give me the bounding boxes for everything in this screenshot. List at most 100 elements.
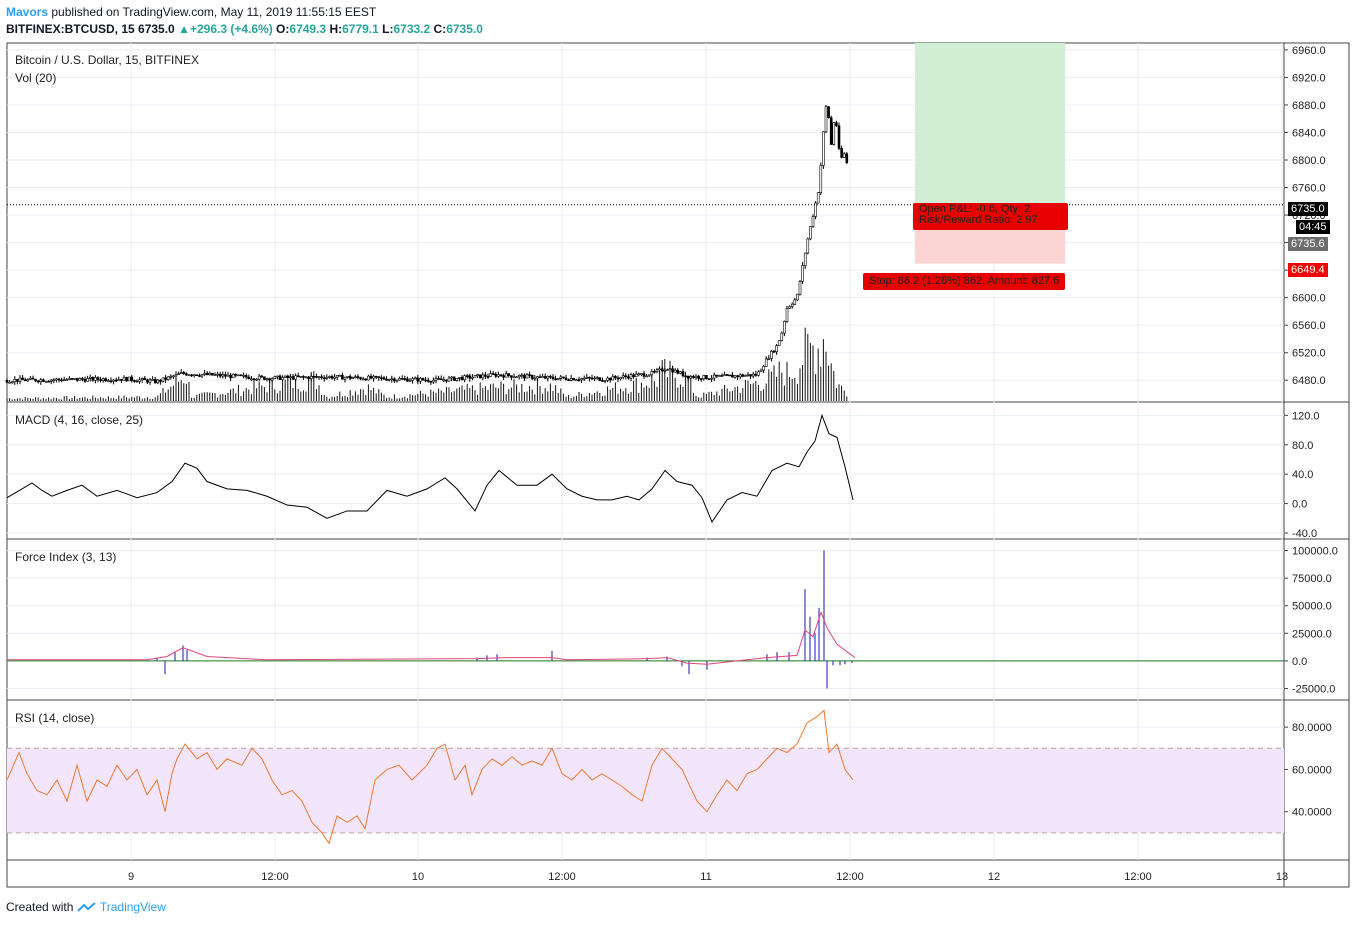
candle-body (8, 381, 11, 384)
candle-body (195, 374, 199, 377)
candle-body (99, 379, 102, 381)
candle-body (647, 374, 651, 377)
candle-body (179, 372, 183, 375)
candle-body (460, 377, 464, 381)
candle-body (543, 376, 547, 379)
candle-body (237, 374, 240, 377)
candle-body (595, 377, 599, 379)
candle-body (694, 375, 698, 378)
candle-body (411, 378, 414, 381)
candle-body (221, 374, 225, 377)
candle-body (153, 378, 157, 384)
entry-price-tag: 6735.6 (1288, 237, 1328, 251)
candle-body (177, 373, 180, 376)
candle-body (169, 375, 173, 378)
candle-body (377, 376, 381, 378)
price-tick-label: 6760.0 (1292, 183, 1326, 195)
candle-body (725, 374, 729, 376)
candle-body (304, 376, 308, 379)
candle-body (458, 377, 461, 379)
candle-body (523, 374, 526, 379)
candle-body (312, 375, 316, 378)
candle-body (302, 376, 305, 378)
candle-body (668, 368, 672, 370)
tradingview-link[interactable]: TradingView (99, 900, 166, 914)
candle-body (484, 374, 487, 377)
time-tick-label: 12:00 (261, 871, 289, 883)
macd-label: MACD (4, 16, close, 25) (15, 413, 144, 427)
candle-body (785, 308, 789, 322)
candle-body (642, 373, 646, 377)
candle-body (125, 377, 128, 382)
candle-body (395, 379, 399, 382)
candle-body (203, 372, 206, 375)
candle-body (55, 378, 58, 381)
publish-text: published on TradingView.com, May 11, 20… (51, 5, 377, 19)
candle-body (130, 376, 134, 381)
candle-body (824, 106, 828, 133)
stop-text: Stop: 86.2 (1.28%) 862, Amount: 827.6 (869, 275, 1060, 287)
candle-body (788, 306, 791, 309)
candle-body (538, 376, 542, 379)
candle-body (60, 379, 63, 382)
candle-body (497, 374, 500, 377)
candle-body (367, 375, 370, 381)
candle-body (798, 281, 802, 295)
last-price: 6735.0 (138, 22, 175, 36)
candle-body (34, 378, 37, 382)
candle-body (281, 377, 284, 380)
candle-body (5, 379, 9, 383)
candle-body (75, 378, 79, 381)
tradingview-logo-icon (77, 902, 96, 913)
time-tick-label: 11 (700, 871, 711, 883)
candle-body (437, 378, 440, 380)
candle-body (783, 321, 786, 334)
author-name[interactable]: Mavors (6, 5, 49, 19)
candle-body (372, 375, 375, 379)
candle-body (250, 378, 253, 381)
candle-body (322, 377, 326, 380)
candle-body (351, 377, 355, 379)
candle-body (70, 378, 74, 380)
candle-body (590, 377, 594, 380)
candle-body (822, 131, 825, 166)
force-index-label: Force Index (3, 13) (15, 550, 117, 564)
candle-body (10, 381, 14, 384)
candle-body (803, 252, 807, 266)
candle-body (39, 379, 43, 383)
candle-body (354, 376, 357, 378)
risk-reward-text: Risk/Reward Ratio: 2.97 (919, 214, 1038, 226)
stop-box[interactable]: Stop: 86.2 (1.28%) 862, Amount: 827.6 (863, 273, 1066, 290)
open-pl-box[interactable]: Open P&L: -0.6, Qty: 2 Risk/Reward Ratio… (913, 203, 1068, 230)
candle-body (686, 375, 690, 379)
candle-body (814, 202, 817, 217)
candle-body (200, 374, 204, 377)
candle-body (442, 379, 446, 382)
candle-body (62, 379, 66, 382)
candle-body (809, 226, 812, 240)
candle-body (593, 377, 596, 380)
candle-body (603, 380, 607, 382)
candle-body (57, 378, 61, 381)
candle-body (234, 373, 238, 376)
candle-body (187, 374, 191, 377)
candle-body (164, 377, 167, 380)
candle-body (174, 374, 178, 377)
candle-body (104, 378, 108, 382)
candle-body (736, 375, 739, 378)
created-with-text: Created with (6, 900, 74, 914)
candle-body (73, 378, 76, 380)
candle-body (793, 299, 797, 305)
candle-body (770, 350, 773, 359)
candle-body (559, 376, 563, 379)
candle-body (689, 375, 693, 379)
candle-body (772, 350, 776, 353)
candle-body (728, 374, 732, 377)
candle-body (627, 376, 630, 379)
candle-body (606, 377, 609, 381)
candle-body (432, 379, 435, 383)
candle-body (510, 375, 513, 378)
candle-body (629, 374, 633, 379)
candle-body (260, 375, 264, 378)
